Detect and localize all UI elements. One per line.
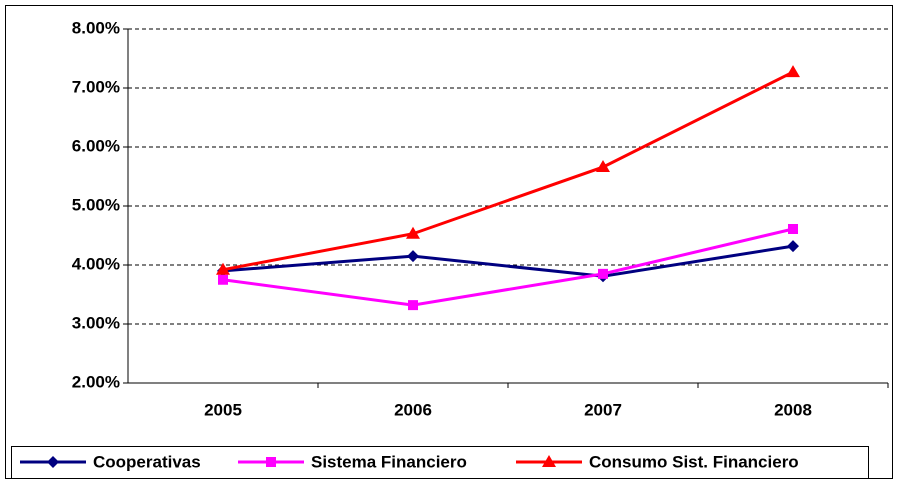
y-tick-label: 8.00% (72, 18, 120, 37)
y-tick-label: 3.00% (72, 313, 120, 332)
marker (407, 250, 419, 263)
marker (787, 240, 799, 253)
x-tick-label: 2008 (774, 400, 812, 419)
y-tick-label: 5.00% (72, 195, 120, 214)
y-tick-label: 2.00% (72, 372, 120, 391)
legend-label: Consumo Sist. Financiero (589, 452, 799, 471)
x-tick-label: 2006 (394, 400, 432, 419)
marker (598, 268, 608, 279)
legend-label: Sistema Financiero (311, 452, 467, 471)
chart-border (5, 5, 893, 479)
y-tick-label: 4.00% (72, 254, 120, 273)
series-line (222, 244, 794, 278)
marker (542, 455, 556, 467)
marker (786, 65, 800, 78)
marker (216, 262, 230, 275)
y-tick-label: 6.00% (72, 136, 120, 155)
legend-box (11, 446, 869, 479)
x-tick-label: 2007 (584, 400, 622, 419)
series-line (222, 227, 794, 307)
legend-label: Cooperativas (93, 452, 201, 471)
marker (218, 274, 228, 285)
series-line (222, 70, 794, 272)
marker (47, 456, 59, 468)
marker (596, 160, 610, 173)
marker (788, 224, 798, 235)
x-tick-label: 2005 (204, 400, 242, 419)
marker (266, 457, 276, 467)
marker (408, 300, 418, 311)
marker (406, 226, 420, 239)
y-tick-label: 7.00% (72, 77, 120, 96)
